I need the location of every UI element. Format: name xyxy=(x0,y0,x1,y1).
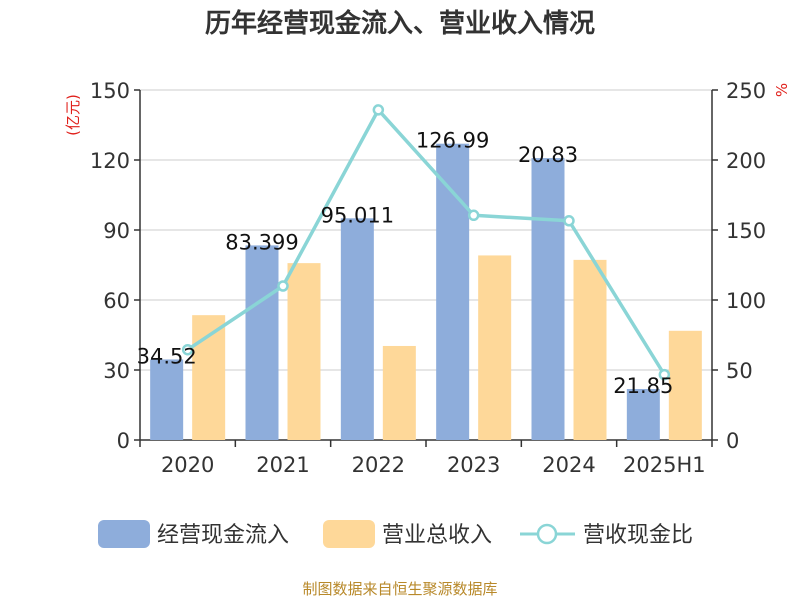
bar-revenue xyxy=(478,255,512,440)
data-label-cash-inflow: 126.99 xyxy=(416,129,489,153)
x-axis-tick-label: 2021 xyxy=(256,453,309,477)
line-ratio xyxy=(186,108,666,376)
x-axis-tick-label: 2023 xyxy=(447,453,500,477)
right-axis-tick-label: 100 xyxy=(726,289,766,313)
bar-revenue xyxy=(668,330,702,440)
x-axis-tick-label: 2025H1 xyxy=(623,453,706,477)
right-axis-unit: % xyxy=(773,83,791,97)
data-label-cash-inflow: 20.83 xyxy=(518,143,578,167)
x-axis-tick-label: 2024 xyxy=(542,453,595,477)
chart-title: 历年经营现金流入、营业收入情况 xyxy=(205,8,595,39)
line-point-ratio xyxy=(181,343,194,356)
bar-cash-inflow xyxy=(436,143,470,440)
left-axis-tick-label: 60 xyxy=(103,289,130,313)
legend-label-ratio: 营收现金比 xyxy=(583,523,693,548)
x-axis-tick-label: 2022 xyxy=(352,453,405,477)
line-point-ratio xyxy=(658,368,671,381)
x-axis-tick-label: 2020 xyxy=(161,453,214,477)
left-axis-tick-label: 120 xyxy=(90,149,130,173)
line-point-ratio xyxy=(467,209,480,222)
line-point-ratio xyxy=(372,104,385,116)
bar-revenue xyxy=(382,345,416,440)
axes: 0 30 60 90 120 150 0 50 100 150 200 250 2020 2021 2022… xyxy=(90,79,766,477)
left-axis-tick-label: 0 xyxy=(117,429,130,453)
line-series-group xyxy=(181,104,671,381)
bar-cash-inflow xyxy=(626,389,660,440)
legend-label-revenue: 营业总收入 xyxy=(382,523,492,548)
right-axis-tick-label: 0 xyxy=(726,429,739,453)
line-point-ratio xyxy=(563,215,575,227)
left-axis-tick-label: 30 xyxy=(103,359,130,383)
bars-group xyxy=(150,143,702,440)
data-source-note: 制图数据来自恒生聚源数据库 xyxy=(302,580,497,598)
bar-revenue xyxy=(573,259,607,440)
left-axis-tick-label: 90 xyxy=(103,219,130,243)
legend: 经营现金流入 营业总收入 营收现金比 xyxy=(98,520,693,548)
legend-label-cash-inflow: 经营现金流入 xyxy=(157,523,289,548)
right-axis-tick-label: 150 xyxy=(726,219,766,243)
bar-cash-inflow xyxy=(150,359,184,440)
left-axis-unit: (亿元) xyxy=(64,94,82,136)
legend-marker-ratio xyxy=(536,523,558,545)
bar-revenue xyxy=(287,263,321,440)
left-axis-tick-label: 150 xyxy=(90,79,130,103)
legend-swatch-cash-inflow xyxy=(98,520,150,548)
data-label-cash-inflow: 21.85 xyxy=(613,374,673,398)
legend-swatch-revenue xyxy=(323,520,375,548)
data-label-cash-inflow: 34.52 xyxy=(137,344,197,368)
right-axis-tick-label: 200 xyxy=(726,149,766,173)
data-label-cash-inflow: 83.399 xyxy=(225,230,298,254)
right-axis-tick-label: 50 xyxy=(726,359,753,383)
data-labels-group: 34.52 83.399 95.011 126.99 20.83 21.85 xyxy=(137,129,674,398)
bar-cash-inflow xyxy=(245,245,279,440)
bar-cash-inflow xyxy=(531,158,565,440)
bar-cash-inflow xyxy=(340,218,374,440)
right-axis-tick-label: 250 xyxy=(726,79,766,103)
data-label-cash-inflow: 95.011 xyxy=(321,203,394,227)
line-point-ratio xyxy=(277,280,289,292)
